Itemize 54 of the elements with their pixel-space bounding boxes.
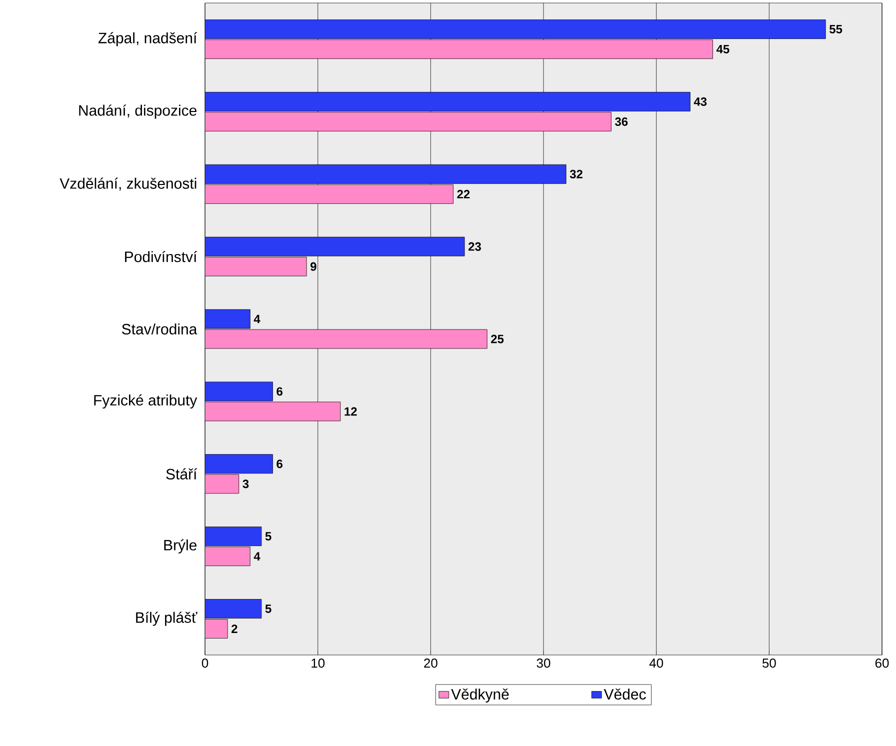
y-tick-label: Stav/rodina <box>122 323 198 334</box>
bar <box>205 256 307 276</box>
y-tick-label: Brýle <box>164 539 197 554</box>
bar <box>205 329 488 349</box>
data-label: 12 <box>344 407 357 416</box>
x-tick-label: 10 <box>312 658 325 668</box>
y-tick-label: Podivínství <box>125 250 198 262</box>
bar <box>205 20 826 39</box>
x-tick-label: 20 <box>424 658 438 668</box>
bar <box>205 546 250 566</box>
x-tick-label: 40 <box>649 658 664 668</box>
bar <box>205 526 262 546</box>
bar <box>205 619 228 638</box>
data-label: 32 <box>570 170 582 178</box>
x-tick-label: 60 <box>875 658 889 668</box>
data-label: 55 <box>829 25 842 34</box>
x-tick-label: 30 <box>536 658 550 668</box>
bar <box>205 184 454 204</box>
data-label: 6 <box>276 460 282 468</box>
data-label: 22 <box>457 190 470 198</box>
data-label: 3 <box>242 480 249 488</box>
bar <box>205 474 240 494</box>
data-label: 5 <box>265 532 272 541</box>
data-label: 4 <box>254 552 260 560</box>
data-label: 9 <box>310 262 316 271</box>
y-tick-label: Zápal, nadšení <box>98 32 198 46</box>
x-tick-label: 0 <box>202 658 208 668</box>
bar <box>205 40 713 59</box>
legend-label: Vědec <box>604 688 646 700</box>
bar <box>205 454 273 474</box>
y-tick-label: Fyzické atributy <box>94 394 198 409</box>
bar <box>205 92 690 112</box>
data-label: 2 <box>232 624 238 633</box>
bar <box>205 236 465 256</box>
bar <box>205 112 612 132</box>
y-tick-label: Bílý plášť <box>136 612 198 626</box>
data-label: 45 <box>716 45 730 54</box>
data-label: 4 <box>254 314 260 324</box>
y-tick-label: Stáří <box>166 468 198 480</box>
x-tick-label: 50 <box>762 658 776 668</box>
data-label: 25 <box>491 334 504 344</box>
data-label: 23 <box>468 242 481 251</box>
data-label: 43 <box>694 97 707 106</box>
bar <box>205 309 250 329</box>
bar <box>205 402 341 422</box>
bar <box>205 382 273 402</box>
y-tick-label: Nadání, dispozice <box>79 104 196 119</box>
data-label: 6 <box>276 387 282 396</box>
data-label: 36 <box>615 117 628 126</box>
data-label: 5 <box>265 604 272 613</box>
y-tick-label: Vzdělání, zkušenosti <box>60 178 196 191</box>
legend-label: Vědkyně <box>451 688 509 703</box>
bar <box>205 599 262 618</box>
bar <box>205 164 566 184</box>
